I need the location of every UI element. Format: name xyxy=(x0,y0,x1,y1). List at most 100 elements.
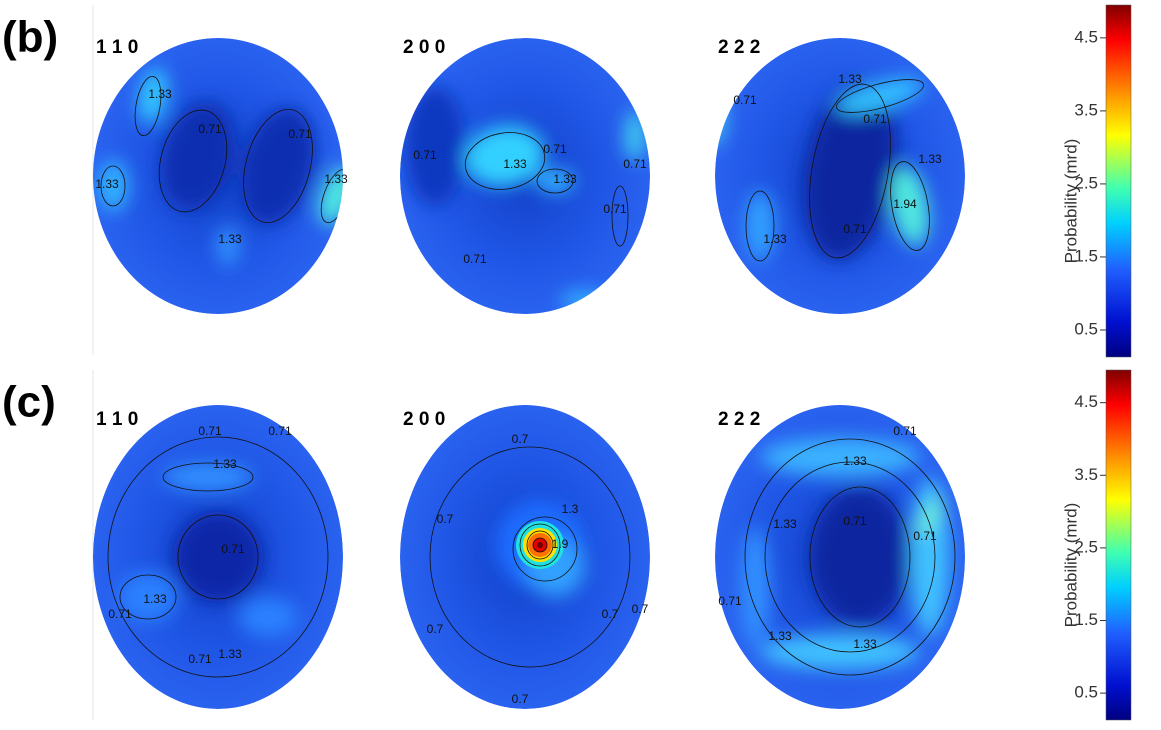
intensity-blob xyxy=(740,527,770,647)
contour-label: 0.7 xyxy=(437,512,454,526)
contour-label: 0.71 xyxy=(108,607,132,621)
contour-line xyxy=(100,165,126,207)
intensity-blob xyxy=(240,107,316,225)
contour-label: 1.33 xyxy=(763,232,787,246)
colorbar-tick-label: 3.5 xyxy=(1074,100,1098,119)
colorbar-tick-label: 2.5 xyxy=(1074,537,1098,556)
contour-label: 0.71 xyxy=(221,542,245,556)
intensity-blob xyxy=(560,291,610,311)
figure-title: 2 0 0 xyxy=(403,409,445,430)
figure-title: 1 1 0 xyxy=(96,37,138,58)
intensity-blob xyxy=(238,597,298,637)
contour-label: 1.33 xyxy=(324,172,348,186)
contour-label: 0.7 xyxy=(512,432,529,446)
panel-label: (b) xyxy=(2,13,58,62)
pole-figure xyxy=(93,38,343,314)
colorbar-label: Probability (mrd) xyxy=(1061,139,1080,264)
contour-label: 0.71 xyxy=(543,142,567,156)
contour-line xyxy=(429,446,631,668)
pole-figure xyxy=(93,405,343,709)
intensity-blob xyxy=(97,160,129,212)
intensity-blob xyxy=(173,512,263,602)
pole-figure xyxy=(400,405,650,709)
intensity-blob xyxy=(745,191,775,261)
contour-label: 1.9 xyxy=(552,537,569,551)
colorbar-tick-label: 4.5 xyxy=(1074,392,1098,411)
colorbar-tick-label: 0.5 xyxy=(1074,319,1098,338)
hotspot xyxy=(537,542,543,548)
contour-line xyxy=(809,83,891,259)
colorbar-tick-label: 0.5 xyxy=(1074,683,1098,702)
intensity-blob xyxy=(319,167,343,225)
pole-figure xyxy=(400,38,650,314)
intensity-blob xyxy=(625,111,645,161)
contour-line xyxy=(532,537,548,553)
contour-label: 0.71 xyxy=(893,424,917,438)
contour-line xyxy=(611,185,629,247)
contour-label: 1.33 xyxy=(503,157,527,171)
contour-label: 1.33 xyxy=(143,592,167,606)
contour-line xyxy=(158,109,228,213)
colorbar xyxy=(1105,369,1132,721)
contour-line xyxy=(320,168,343,224)
pole-figure xyxy=(715,38,965,314)
contour-line xyxy=(107,436,329,678)
colorbar-tick-label: 2.5 xyxy=(1074,173,1098,192)
intensity-blob xyxy=(216,226,240,266)
intensity-blob xyxy=(910,477,950,637)
contour-label: 1.3 xyxy=(562,502,579,516)
contour-label: 1.33 xyxy=(148,87,172,101)
contour-label: 0.7 xyxy=(632,602,649,616)
intensity-blob xyxy=(405,86,465,206)
colorbar-tick-label: 3.5 xyxy=(1074,465,1098,484)
contour-line xyxy=(764,461,936,653)
contour-label: 0.71 xyxy=(188,652,212,666)
contour-label: 1.33 xyxy=(843,454,867,468)
contour-line xyxy=(134,75,162,137)
intensity-blob xyxy=(890,166,930,246)
contour-label: 0.71 xyxy=(413,148,437,162)
intensity-blob xyxy=(810,487,910,627)
contour-label: 0.71 xyxy=(198,424,222,438)
contour-label: 0.71 xyxy=(198,122,222,136)
contour-line xyxy=(836,79,924,113)
intensity-blob xyxy=(803,82,897,260)
intensity-blob xyxy=(535,169,575,193)
figure-title: 2 2 2 xyxy=(718,37,760,58)
colorbar-tick-label: 1.5 xyxy=(1074,610,1098,629)
intensity-blob xyxy=(465,125,545,187)
contour-label: 1.33 xyxy=(218,232,242,246)
contour-label: 0.71 xyxy=(463,252,487,266)
contour-label: 0.71 xyxy=(863,112,887,126)
contour-line xyxy=(119,574,177,620)
figure-title: 2 2 2 xyxy=(718,409,760,430)
contour-label: 0.7 xyxy=(512,692,529,706)
contour-label: 0.71 xyxy=(843,514,867,528)
intensity-blob xyxy=(138,68,168,124)
pole-figure xyxy=(715,405,965,709)
panel-label: (c) xyxy=(2,378,56,427)
contour-label: 1.33 xyxy=(773,517,797,531)
intensity-blob xyxy=(161,102,235,210)
contour-label: 1.33 xyxy=(95,177,119,191)
contour-line xyxy=(745,190,775,262)
figure-title: 1 1 0 xyxy=(96,409,138,430)
contour-label: 1.33 xyxy=(768,629,792,643)
contour-line xyxy=(243,108,313,224)
intensity-blob xyxy=(163,463,253,491)
contour-label: 0.7 xyxy=(602,607,619,621)
contour-label: 0.71 xyxy=(268,424,292,438)
contour-label: 0.71 xyxy=(288,127,312,141)
colorbar-tick-label: 4.5 xyxy=(1074,27,1098,46)
figure-title: 2 0 0 xyxy=(403,37,445,58)
contour-label: 0.71 xyxy=(733,93,757,107)
contour-line xyxy=(526,530,554,560)
contour-line xyxy=(162,462,254,492)
contour-label: 0.71 xyxy=(603,202,627,216)
contour-label: 0.71 xyxy=(843,222,867,236)
contour-line xyxy=(519,523,561,567)
contour-label: 1.33 xyxy=(553,172,577,186)
intensity xyxy=(118,463,298,637)
contour-label: 1.33 xyxy=(918,152,942,166)
